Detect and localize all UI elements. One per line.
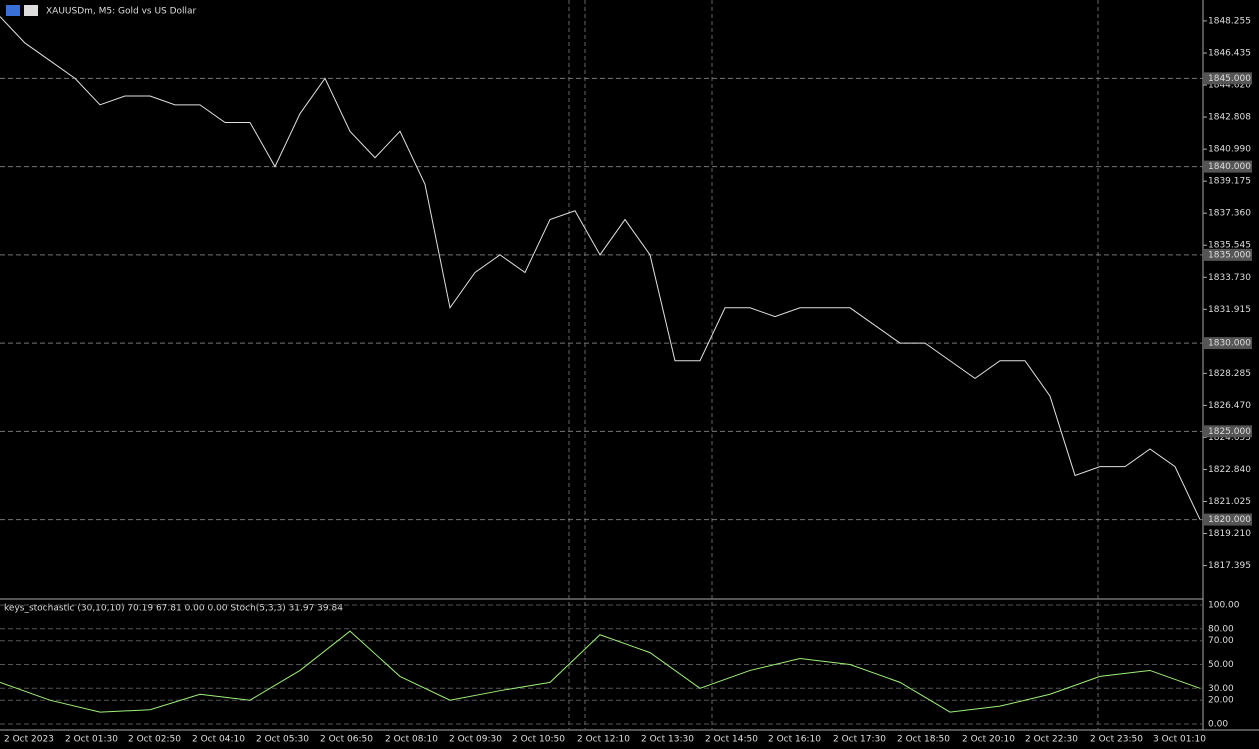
y-tick-label: 1822.840 (1208, 465, 1251, 475)
x-tick-label: 2 Oct 09:30 (449, 735, 502, 745)
stochastic-line (0, 630, 1201, 713)
indicator-tick-label: 80.00 (1208, 624, 1234, 634)
indicator-tick-label: 0.00 (1208, 720, 1228, 730)
y-tick-label: 1828.285 (1208, 369, 1251, 379)
x-tick-label: 2 Oct 14:50 (705, 735, 758, 745)
level-box (1204, 513, 1252, 526)
level-label: 1820.000 (1208, 515, 1251, 525)
x-tick-label: 2 Oct 20:10 (962, 735, 1015, 745)
indicator-tick-label: 20.00 (1208, 696, 1234, 706)
y-tick-label: 1842.808 (1208, 113, 1251, 123)
y-tick-label: 1817.395 (1208, 561, 1251, 571)
x-tick-label: 2 Oct 23:50 (1090, 735, 1143, 745)
x-tick-label: 3 Oct 01:10 (1153, 735, 1206, 745)
indicator-tick-label: 100.00 (1208, 601, 1240, 611)
level-box (1204, 160, 1252, 173)
y-tick-label: 1835.545 (1208, 241, 1251, 251)
period-icon (24, 5, 38, 16)
y-tick-label: 1826.470 (1208, 401, 1251, 411)
x-tick-label: 2 Oct 01:30 (65, 735, 118, 745)
x-tick-label: 2 Oct 2023 (4, 735, 54, 745)
x-tick-label: 2 Oct 17:30 (833, 735, 886, 745)
level-label: 1840.000 (1208, 162, 1251, 172)
level-label: 1825.000 (1208, 427, 1251, 437)
y-tick-label: 1837.360 (1208, 209, 1251, 219)
x-tick-label: 2 Oct 05:30 (256, 735, 309, 745)
x-tick-label: 2 Oct 02:50 (128, 735, 181, 745)
vertical-separators (568, 0, 1099, 730)
level-label: 1830.000 (1208, 339, 1251, 349)
level-box (1204, 248, 1252, 261)
symbol-icon (6, 5, 20, 16)
level-box (1204, 425, 1252, 438)
level-label: 1845.000 (1208, 74, 1251, 84)
x-tick-label: 2 Oct 04:10 (192, 735, 245, 745)
x-tick-label: 2 Oct 18:50 (897, 735, 950, 745)
x-tick-label: 2 Oct 16:10 (768, 735, 821, 745)
x-tick-label: 2 Oct 06:50 (320, 735, 373, 745)
price-line (0, 16, 1201, 520)
y-tick-label: 1844.620 (1208, 81, 1251, 91)
y-tick-label: 1819.210 (1208, 529, 1251, 539)
indicator-tick-label: 30.00 (1208, 684, 1234, 694)
level-box (1204, 72, 1252, 85)
x-tick-label: 2 Oct 08:10 (385, 735, 438, 745)
x-tick-label: 2 Oct 10:50 (512, 735, 565, 745)
y-tick-label: 1840.990 (1208, 145, 1251, 155)
chart-title: XAUUSDm, M5: Gold vs US Dollar (46, 7, 197, 17)
y-tick-label: 1821.025 (1208, 497, 1251, 507)
level-box (1204, 337, 1252, 350)
x-tick-label: 2 Oct 12:10 (577, 735, 630, 745)
level-label: 1835.000 (1208, 250, 1251, 260)
x-tick-label: 2 Oct 22:30 (1025, 735, 1078, 745)
x-tick-label: 2 Oct 13:30 (641, 735, 694, 745)
y-tick-label: 1824.655 (1208, 433, 1251, 443)
y-tick-label: 1839.175 (1208, 177, 1251, 187)
y-tick-label: 1833.730 (1208, 273, 1251, 283)
y-tick-label: 1831.915 (1208, 305, 1251, 315)
indicator-tick-label: 50.00 (1208, 660, 1234, 670)
y-tick-label: 1848.255 (1208, 16, 1251, 26)
indicator-header: keys_stochastic (30,10,10) 70.19 67.81 0… (4, 604, 343, 614)
indicator-tick-label: 70.00 (1208, 636, 1234, 646)
y-tick-label: 1846.435 (1208, 49, 1251, 59)
